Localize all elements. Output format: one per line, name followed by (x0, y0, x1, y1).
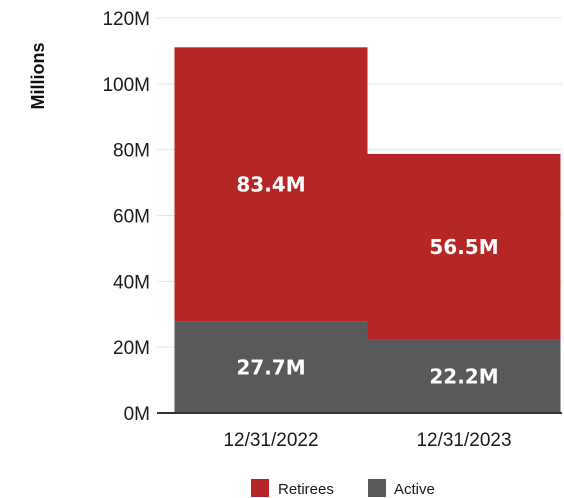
legend-label-active: Active (394, 481, 435, 498)
axes: 0M 20M 40M 60M 80M 100M 120M 12/31/2022 12/31/20… (102, 9, 562, 451)
y-axis-title: Millions (28, 43, 48, 110)
legend-label-retirees: Retirees (278, 481, 334, 498)
bar-retirees-2 (367, 153, 561, 340)
bar-retirees-1 (174, 47, 368, 322)
y-tick-label: 20M (113, 338, 150, 359)
legend-swatch-active (368, 479, 386, 497)
y-tick-label: 60M (113, 207, 150, 228)
x-tick-label: 12/31/2023 (416, 430, 511, 451)
y-tick-label: 80M (113, 141, 150, 162)
x-tick-label: 12/31/2022 (223, 430, 318, 451)
data-label: 27.7M (236, 355, 305, 379)
data-label: 56.5M (429, 235, 498, 259)
bar-active-1 (174, 321, 368, 413)
bars: 27.7M 83.4M 22.2M 56.5M (174, 47, 561, 413)
y-tick-label: 40M (113, 272, 150, 293)
data-label: 22.2M (429, 364, 498, 388)
bar-active-2 (367, 339, 561, 413)
legend-swatch-retirees (251, 479, 269, 497)
data-label: 83.4M (236, 173, 305, 197)
y-tick-label: 0M (124, 404, 150, 425)
y-tick-label: 120M (102, 9, 150, 30)
y-tick-label: 100M (102, 75, 150, 96)
legend: Retirees Active (251, 479, 435, 498)
